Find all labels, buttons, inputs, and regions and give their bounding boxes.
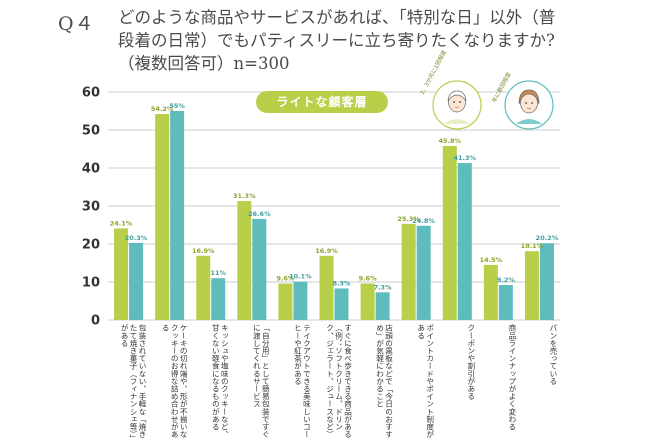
bar-series-1 xyxy=(401,223,416,320)
bar-series-1 xyxy=(114,228,129,320)
title-line-1: どのような商品やサービスがあれば、「特別な日」以外（普 xyxy=(118,8,556,27)
persona-2-avatar xyxy=(504,80,554,130)
y-tick-label: 30 xyxy=(82,200,100,215)
segment-badge: ライトな顧客層 xyxy=(256,91,388,113)
bar-series-2 xyxy=(334,288,349,320)
data-label: 14.5% xyxy=(480,256,503,264)
y-tick-label: 20 xyxy=(82,238,100,253)
persona-1-avatar xyxy=(432,80,482,130)
y-axis-ticks: 0 10 20 30 40 50 60 xyxy=(82,86,100,329)
bar-series-2 xyxy=(375,292,390,320)
data-label: 18.1% xyxy=(521,242,544,250)
data-label: 20.2% xyxy=(536,234,559,242)
bar-series-1 xyxy=(483,264,498,320)
bar-series-2 xyxy=(293,281,308,320)
bar-series-1 xyxy=(155,114,170,320)
data-label: 9.2% xyxy=(497,276,516,284)
data-label: 16.9% xyxy=(192,247,215,255)
y-tick-label: 0 xyxy=(91,314,100,329)
data-label: 55% xyxy=(169,102,185,110)
bar-series-1 xyxy=(524,251,539,320)
data-label: 20.3% xyxy=(125,234,148,242)
data-label: 41.3% xyxy=(453,154,476,162)
data-label: 45.8% xyxy=(438,137,461,145)
question-title: どのような商品やサービスがあれば、「特別な日」以外（普 段着の日常）でもパティス… xyxy=(118,6,588,75)
title-line-2: 段着の日常）でもパティスリーに立ち寄りたくなりますか? xyxy=(118,31,555,50)
header: Q４ どのような商品やサービスがあれば、「特別な日」以外（普 段着の日常）でもパ… xyxy=(0,0,648,80)
data-labels: 24.1% 20.3% 54.2%55% 16.9% 11% 31.3% 26.6% 9.6%… xyxy=(110,102,559,291)
bar-series-1 xyxy=(360,283,375,320)
bars xyxy=(114,111,554,320)
y-tick-label: 10 xyxy=(82,276,100,291)
woman-avatar-icon xyxy=(432,80,482,130)
question-number: Q４ xyxy=(58,13,95,35)
data-label: 8.3% xyxy=(332,279,351,287)
bar-series-2 xyxy=(211,278,226,320)
bar-chart: 0 10 20 30 40 50 60 24.1% 20.3% 54.2%55% 16.9% 11%… xyxy=(82,86,560,329)
bar-series-1 xyxy=(319,255,334,320)
bar-series-2 xyxy=(416,225,431,320)
data-label: 9.6% xyxy=(276,275,295,283)
data-label: 31.3% xyxy=(233,192,256,200)
bar-series-1 xyxy=(278,283,293,320)
data-label: 11% xyxy=(210,269,226,277)
y-tick-label: 40 xyxy=(82,162,100,177)
bar-series-2 xyxy=(252,218,267,320)
data-label: 24.1% xyxy=(110,219,133,227)
data-label: 16.9% xyxy=(315,247,338,255)
bar-series-1 xyxy=(196,255,211,320)
title-line-3: （複数回答可）n=300 xyxy=(118,54,290,73)
data-label: 7.3% xyxy=(374,283,393,291)
bar-series-2 xyxy=(129,242,144,320)
y-tick-label: 60 xyxy=(82,86,100,101)
data-label: 25.3% xyxy=(397,215,420,223)
bar-series-2 xyxy=(170,111,185,320)
data-label: 54.2% xyxy=(151,105,174,113)
bar-series-2 xyxy=(457,163,472,320)
bar-series-2 xyxy=(539,243,554,320)
woman-avatar-icon xyxy=(504,80,554,130)
data-label: 26.6% xyxy=(248,210,271,218)
data-label: 10.1% xyxy=(289,273,312,281)
data-label: 24.8% xyxy=(412,217,435,225)
bar-series-2 xyxy=(498,285,513,320)
bar-series-1 xyxy=(237,201,252,320)
bar-series-1 xyxy=(442,145,457,320)
y-tick-label: 50 xyxy=(82,124,100,139)
data-label: 9.6% xyxy=(359,275,378,283)
